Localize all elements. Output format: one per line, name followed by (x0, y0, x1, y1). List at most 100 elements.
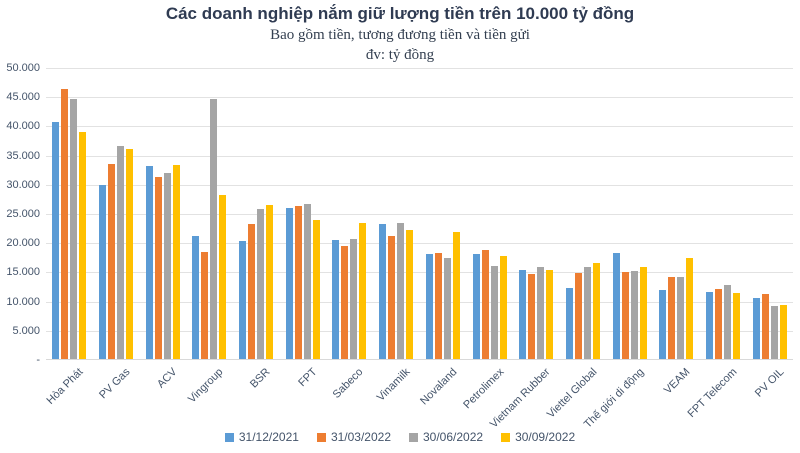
legend-swatch-icon (316, 432, 326, 442)
bar-31/03/2022-PV Gas (108, 164, 116, 359)
legend-swatch-icon (501, 432, 511, 442)
gridline-10000 (46, 301, 793, 303)
y-tick-label-5000: 5.000 (12, 324, 40, 337)
bar-31/03/2022-Vietnam Rubber (528, 274, 536, 359)
bar-group-7 (332, 223, 367, 359)
bar-30/09/2022-PV Gas (126, 149, 134, 359)
gridline-5000 (46, 330, 793, 332)
legend-label: 30/09/2022 (515, 430, 576, 444)
bar-30/06/2022-PV Gas (117, 146, 125, 359)
y-tick-label-30000: 30.000 (6, 178, 40, 191)
bar-31/12/2021-Vingroup (192, 236, 200, 359)
bar-31/03/2022-Viettel Global (574, 273, 582, 359)
bar-31/03/2022-BSR (248, 224, 256, 359)
bar-30/09/2022-PV OIL (779, 305, 787, 359)
bar-30/06/2022-VEAM (677, 277, 685, 359)
bar-30/09/2022-VEAM (686, 258, 694, 359)
legend-swatch-icon (224, 432, 234, 442)
y-tick-label-25000: 25.000 (6, 208, 40, 220)
x-axis-line (46, 359, 793, 360)
legend-item-30/09/2022: 30/09/2022 (501, 430, 575, 444)
y-tick-label-45000: 45.000 (6, 91, 40, 104)
y-tick-label-50000: 50.000 (6, 62, 40, 74)
bar-group-1 (52, 89, 87, 359)
bar-group-2 (99, 146, 134, 359)
bar-31/03/2022-Hòa Phát (61, 89, 69, 359)
bar-group-12 (565, 263, 600, 359)
y-tick-label-15000: 15.000 (6, 266, 40, 279)
bar-31/12/2021-BSR (239, 241, 247, 359)
bar-group-10 (472, 250, 507, 359)
plot-area (46, 68, 793, 360)
bar-group-5 (239, 205, 274, 359)
bar-group-6 (285, 204, 320, 359)
bar-group-8 (379, 223, 414, 359)
bar-group-15 (705, 285, 740, 359)
bar-30/06/2022-ACV (163, 173, 171, 359)
legend-item-31/03/2022: 31/03/2022 (316, 430, 391, 444)
gridline-35000 (46, 155, 793, 157)
bar-31/12/2021-FPT (285, 208, 293, 359)
bar-30/09/2022-Novaland (452, 232, 460, 359)
bar-30/06/2022-Hòa Phát (70, 99, 78, 359)
bar-30/09/2022-ACV (172, 165, 180, 359)
y-tick-label-40000: 40.000 (6, 120, 40, 133)
y-tick-label-20000: 20.000 (6, 237, 40, 250)
bar-30/06/2022-BSR (257, 209, 265, 359)
bar-31/03/2022-Petrolimex (481, 250, 489, 359)
bar-30/06/2022-FPT (303, 204, 311, 359)
bar-31/03/2022-Vingroup (201, 252, 209, 359)
y-tick-label-35000: 35.000 (6, 149, 40, 162)
legend-swatch-icon (409, 432, 418, 442)
bar-30/06/2022-Vietnam Rubber (537, 267, 545, 359)
bar-31/03/2022-FPT (294, 206, 302, 359)
bar-30/09/2022-FPT Telecom (732, 293, 740, 359)
gridline-20000 (46, 243, 793, 245)
bar-30/09/2022-Sabeco (359, 223, 367, 359)
bar-31/12/2021-Thế giới di động (612, 253, 620, 359)
y-tick-label-10000: 10.000 (6, 295, 40, 308)
legend-label: 31/12/2021 (238, 430, 299, 444)
bar-30/06/2022-Novaland (443, 258, 451, 359)
gridline-15000 (46, 272, 793, 274)
bar-31/03/2022-PV OIL (761, 294, 769, 359)
bar-30/09/2022-Thế giới di động (639, 267, 647, 359)
gridline-45000 (46, 97, 793, 99)
legend-label: 30/06/2022 (423, 430, 484, 444)
gridline-40000 (46, 126, 793, 128)
bar-31/12/2021-ACV (145, 166, 153, 359)
bar-group-14 (659, 258, 694, 359)
bar-31/12/2021-FPT Telecom (705, 292, 713, 359)
bar-group-4 (192, 99, 227, 359)
bar-31/12/2021-PV OIL (752, 298, 760, 359)
bar-31/12/2021-Hòa Phát (52, 122, 60, 359)
bar-30/09/2022-Vietnam Rubber (546, 270, 554, 359)
bar-31/12/2021-Novaland (425, 254, 433, 359)
bar-31/03/2022-ACV (154, 177, 162, 359)
bar-group-11 (519, 267, 554, 359)
bar-31/12/2021-Vietnam Rubber (519, 270, 527, 359)
bar-group-3 (145, 165, 180, 359)
bar-31/12/2021-Sabeco (332, 240, 340, 359)
bar-31/03/2022-Sabeco (341, 246, 349, 359)
bar-30/06/2022-Vingroup (210, 99, 218, 359)
chart-title: Các doanh nghiệp nắm giữ lượng tiền trên… (165, 4, 635, 23)
bar-31/12/2021-Petrolimex (472, 254, 480, 359)
bar-30/09/2022-Viettel Global (592, 263, 600, 359)
bar-30/09/2022-Vingroup (219, 195, 227, 359)
bar-group-16 (752, 294, 787, 359)
bar-30/09/2022-Vinamilk (406, 230, 414, 359)
gridline-30000 (46, 184, 793, 186)
chart-subtitle: Bao gồm tiền, tương đương tiền và tiền g… (270, 27, 530, 43)
bar-30/09/2022-BSR (266, 205, 274, 359)
bar-31/03/2022-Thế giới di động (621, 272, 629, 359)
bar-31/03/2022-VEAM (668, 277, 676, 359)
bar-31/03/2022-FPT Telecom (714, 289, 722, 359)
bar-30/06/2022-Sabeco (350, 239, 358, 359)
bar-30/09/2022-FPT (312, 220, 320, 359)
bar-30/06/2022-Petrolimex (490, 266, 498, 359)
bar-31/12/2021-VEAM (659, 290, 667, 359)
bar-30/09/2022-Petrolimex (499, 256, 507, 359)
gridline-50000 (46, 68, 793, 69)
